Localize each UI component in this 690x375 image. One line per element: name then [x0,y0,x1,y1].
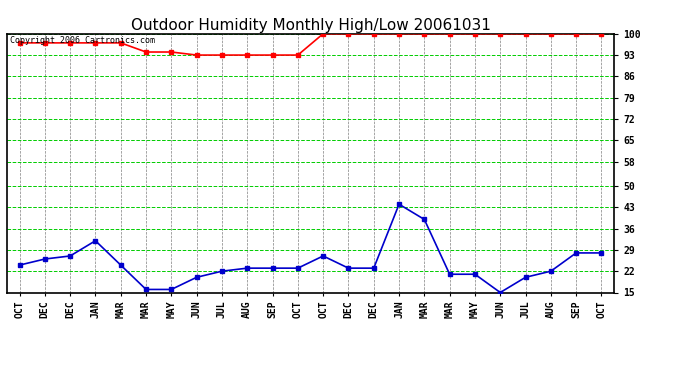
Text: Copyright 2006 Cartronics.com: Copyright 2006 Cartronics.com [10,36,155,45]
Title: Outdoor Humidity Monthly High/Low 20061031: Outdoor Humidity Monthly High/Low 200610… [130,18,491,33]
